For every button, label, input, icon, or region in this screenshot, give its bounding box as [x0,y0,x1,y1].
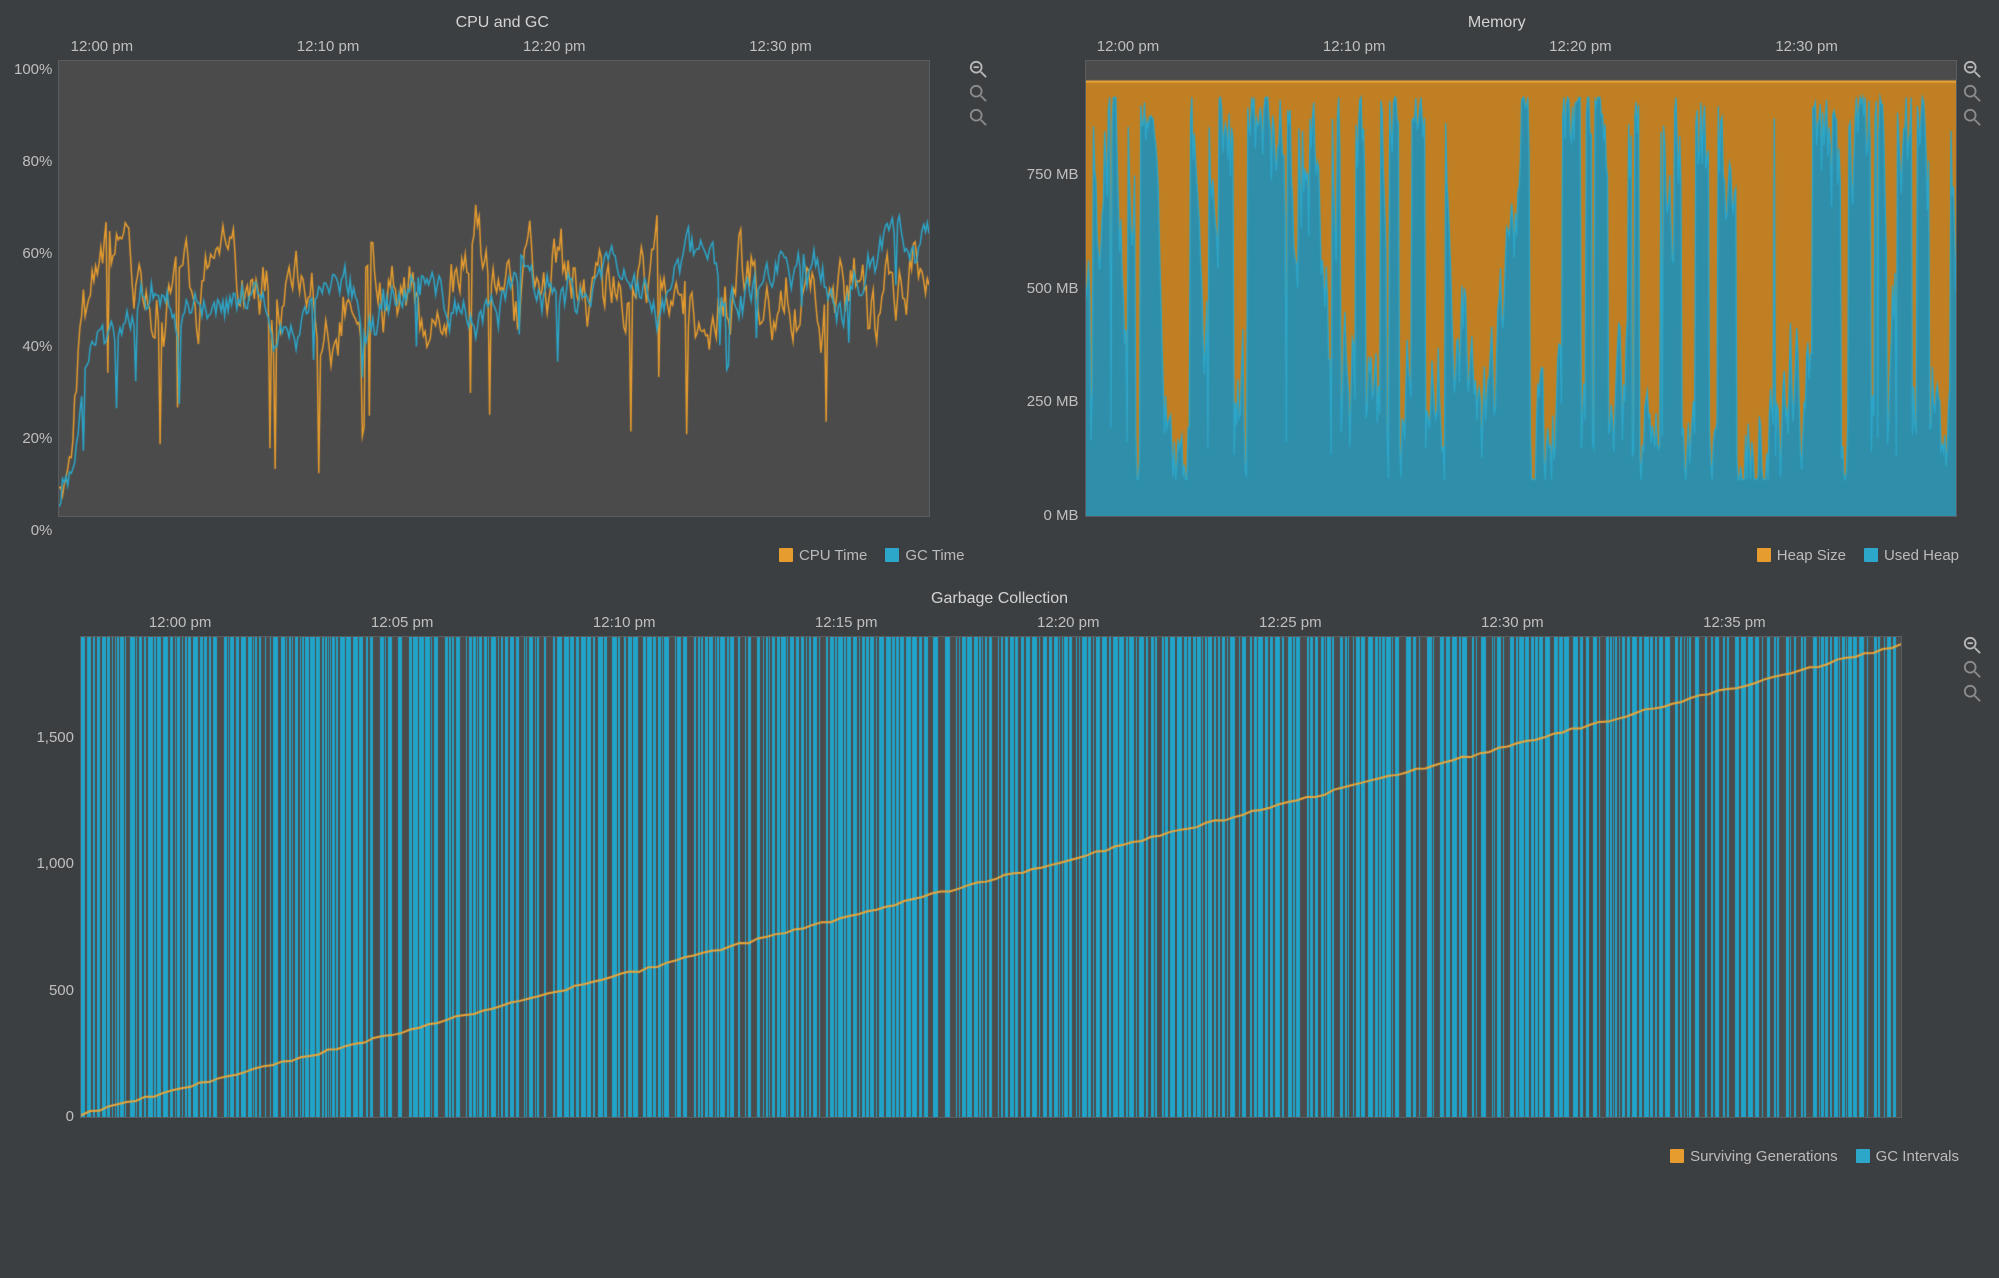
legend-swatch [1864,548,1878,562]
axis-tick: 12:20 pm [1037,614,1100,631]
axis-tick: 0% [31,522,53,539]
memory-legend: Heap Size Used Heap [1009,539,1986,564]
legend-swatch [779,548,793,562]
axis-tick: 12:30 pm [1481,614,1544,631]
legend-label: Used Heap [1884,547,1959,564]
gc-panel: Garbage Collection 1,500 1,000 500 0 12:00 … [14,586,1985,1165]
cpu-gc-legend: CPU Time GC Time [14,539,991,564]
axis-tick: 60% [22,245,52,262]
gc-legend: Surviving Generations GC Intervals [14,1140,1985,1165]
axis-tick: 12:10 pm [297,38,360,55]
axis-tick: 500 [49,982,74,999]
axis-tick: 12:25 pm [1259,614,1322,631]
gc-tools [1959,614,1985,1140]
axis-tick: 12:10 pm [1323,38,1386,55]
cpu-gc-panel: CPU and GC 100%80%60%40%20%0% 12:00 pm12… [14,10,991,564]
axis-tick: 12:15 pm [815,614,878,631]
axis-tick: 12:20 pm [1549,38,1612,55]
memory-x-axis: 12:00 pm 12:10 pm 12:20 pm 12:30 pm [1085,38,1955,60]
gc-title: Garbage Collection [14,586,1985,614]
gc-chart[interactable] [80,636,1902,1118]
cpu-gc-title: CPU and GC [14,10,991,38]
axis-tick: 12:30 pm [749,38,812,55]
profiler-dashboard: CPU and GC 100%80%60%40%20%0% 12:00 pm12… [0,0,1999,1183]
zoom-out-icon[interactable] [1963,684,1981,702]
cpu-gc-y-axis: 100% 80% 60% 40% 20% 0% [14,38,58,539]
zoom-in-icon[interactable] [1963,84,1981,102]
memory-panel: Memory 750 MB500 MB250 MB0 MB 12:00 pm12… [1009,10,1986,564]
axis-tick: 20% [22,430,52,447]
cpu-gc-x-axis: 12:00 pm 12:10 pm 12:20 pm 12:30 pm [58,38,928,60]
memory-y-axis: 750 MB 500 MB 250 MB 0 MB [1009,38,1085,539]
zoom-out-icon[interactable] [1963,108,1981,126]
memory-title: Memory [1009,10,1986,38]
legend-swatch [1856,1149,1870,1163]
gc-y-axis: 1,500 1,000 500 0 [14,614,80,1140]
gc-x-axis: 12:00 pm 12:05 pm 12:10 pm 12:15 pm 12:20 pm… [80,614,1900,636]
axis-tick: 12:05 pm [371,614,434,631]
axis-tick: 12:00 pm [149,614,212,631]
axis-tick: 12:00 pm [71,38,134,55]
cpu-gc-tools [965,38,991,539]
zoom-in-icon[interactable] [969,84,987,102]
zoom-out-icon[interactable] [969,108,987,126]
legend-label: GC Intervals [1876,1148,1959,1165]
zoom-reset-icon[interactable] [1963,636,1981,654]
memory-tools [1959,38,1985,539]
axis-tick: 12:20 pm [523,38,586,55]
legend-swatch [1670,1149,1684,1163]
axis-tick: 12:35 pm [1703,614,1766,631]
axis-tick: 80% [22,153,52,170]
axis-tick: 100% [14,61,52,78]
axis-tick: 12:00 pm [1097,38,1160,55]
axis-tick: 0 [66,1108,74,1125]
zoom-in-icon[interactable] [1963,660,1981,678]
axis-tick: 500 MB [1027,280,1079,297]
zoom-reset-icon[interactable] [1963,60,1981,78]
legend-label: CPU Time [799,547,867,564]
legend-label: GC Time [905,547,964,564]
legend-swatch [885,548,899,562]
axis-tick: 750 MB [1027,166,1079,183]
memory-chart[interactable] [1085,60,1957,517]
axis-tick: 12:10 pm [593,614,656,631]
axis-tick: 1,000 [36,855,74,872]
axis-tick: 40% [22,338,52,355]
legend-label: Surviving Generations [1690,1148,1838,1165]
axis-tick: 250 MB [1027,393,1079,410]
legend-label: Heap Size [1777,547,1846,564]
cpu-gc-chart[interactable] [58,60,930,517]
legend-swatch [1757,548,1771,562]
zoom-reset-icon[interactable] [969,60,987,78]
axis-tick: 0 MB [1043,507,1078,524]
axis-tick: 1,500 [36,729,74,746]
axis-tick: 12:30 pm [1775,38,1838,55]
